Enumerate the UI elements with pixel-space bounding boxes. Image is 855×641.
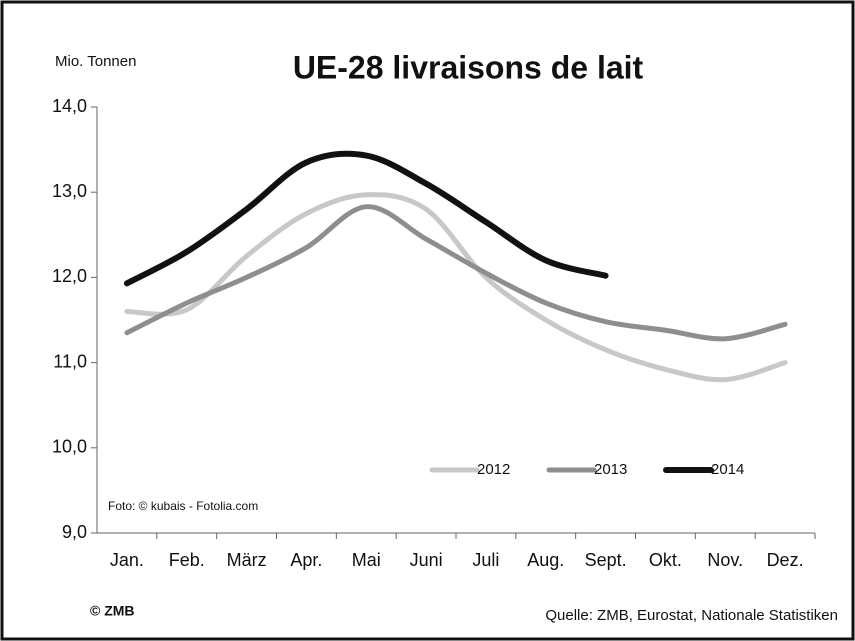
y-tick-label: 13,0: [52, 181, 87, 201]
legend-label: 2014: [711, 461, 744, 478]
chart-title: UE-28 livraisons de lait: [293, 49, 644, 85]
x-tick-label: Aug.: [527, 550, 564, 570]
x-tick-label: Mai: [352, 550, 381, 570]
chart: Mio. Tonnen UE-28 livraisons de lait Fot…: [0, 0, 855, 641]
x-tick-label: Juli: [472, 550, 499, 570]
x-tick-label: Feb.: [169, 550, 205, 570]
x-tick-label: Jan.: [110, 550, 144, 570]
photo-credit: Foto: © kubais - Fotolia.com: [108, 499, 258, 513]
x-tick-label: Nov.: [707, 550, 743, 570]
y-tick-label: 10,0: [52, 437, 87, 457]
legend-label: 2012: [477, 461, 510, 478]
y-tick-label: 9,0: [62, 522, 87, 542]
y-tick-label: 14,0: [52, 96, 87, 116]
y-tick-label: 12,0: [52, 266, 87, 286]
source: Quelle: ZMB, Eurostat, Nationale Statist…: [545, 607, 838, 624]
x-tick-label: Sept.: [585, 550, 627, 570]
y-axis-label: Mio. Tonnen: [55, 53, 136, 70]
x-tick-label: Okt.: [649, 550, 682, 570]
x-tick-label: März: [227, 550, 267, 570]
x-tick-label: Dez.: [767, 550, 804, 570]
x-tick-label: Juni: [410, 550, 443, 570]
copyright: © ZMB: [90, 603, 135, 619]
legend-label: 2013: [594, 461, 627, 478]
x-tick-label: Apr.: [290, 550, 322, 570]
frame: [2, 2, 853, 639]
y-tick-label: 11,0: [53, 351, 87, 371]
